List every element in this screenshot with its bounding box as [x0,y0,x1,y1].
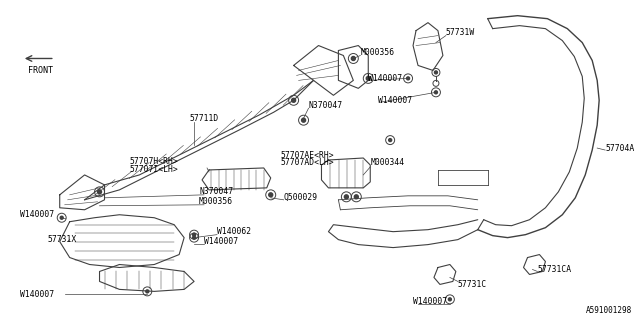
Text: W140007: W140007 [378,96,412,105]
Text: 57731X: 57731X [48,235,77,244]
Text: W140007: W140007 [204,237,238,246]
Text: W140062: W140062 [217,227,251,236]
Text: 57707H<RH>: 57707H<RH> [129,157,178,166]
Circle shape [351,57,355,60]
Circle shape [269,193,273,197]
Text: W140007: W140007 [413,297,447,306]
Circle shape [292,98,296,102]
Text: W140007: W140007 [20,210,54,219]
Text: N370047: N370047 [308,101,342,110]
Text: 57707AE<RH>: 57707AE<RH> [281,150,334,160]
Text: M000356: M000356 [199,197,233,206]
Text: FRONT: FRONT [28,66,53,75]
Text: A591001298: A591001298 [586,306,632,315]
Circle shape [435,91,437,94]
Text: 57731W: 57731W [446,28,475,37]
Circle shape [146,290,148,293]
Circle shape [97,190,102,194]
Text: 57711D: 57711D [189,114,218,123]
Text: 57731C: 57731C [458,280,487,289]
Text: W140007: W140007 [20,290,54,299]
Circle shape [406,77,410,80]
Text: 57707AD<LH>: 57707AD<LH> [281,158,334,167]
Circle shape [388,139,392,141]
Text: 57704A: 57704A [605,144,634,153]
Circle shape [193,236,196,239]
Circle shape [435,71,437,74]
Circle shape [301,118,305,122]
Circle shape [366,76,371,80]
Circle shape [60,216,63,219]
Text: M000356: M000356 [360,48,394,57]
Text: Q500029: Q500029 [284,193,318,202]
Circle shape [344,195,348,199]
Text: N370047: N370047 [199,187,233,196]
Circle shape [355,195,358,199]
Circle shape [193,233,196,236]
Circle shape [449,298,451,301]
Text: W140007: W140007 [368,74,403,83]
Text: 57731CA: 57731CA [538,265,572,274]
Text: M000344: M000344 [371,158,404,167]
Text: 57707I<LH>: 57707I<LH> [129,165,178,174]
